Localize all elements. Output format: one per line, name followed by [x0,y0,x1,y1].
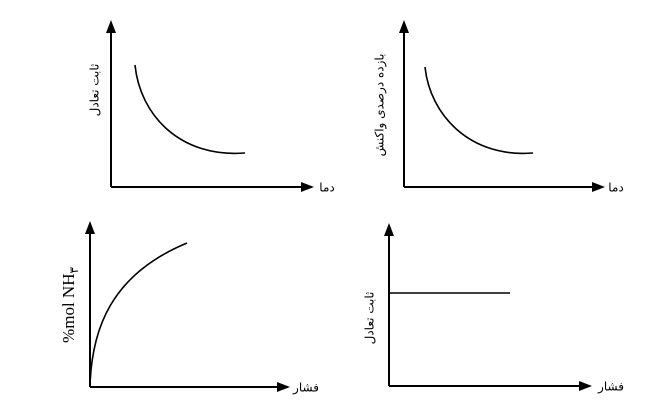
curve [134,64,246,155]
y-axis-label: %mol NH۳ [59,267,81,343]
arrow-head [106,20,116,33]
label-text: %mol NH [59,274,78,343]
panel: فشار ثابت تعادل [363,223,624,395]
x-axis-label: دما [608,181,623,195]
x-axis-label: دما [319,181,334,195]
label-subscript: ۳ [67,267,81,274]
arrow-head [399,20,409,33]
arrow-head [384,223,394,236]
arrow-head [85,221,95,234]
x-axis-label: فشار [597,380,624,395]
arrow-head [579,381,592,391]
panel: دما ثابت تعادل [88,20,335,195]
arrow-head [301,182,314,192]
panel: دما بازده درصدی واکنش [373,20,624,195]
y-axis-label: ثابت تعادل [363,292,377,345]
x-axis-label: فشار [292,381,319,396]
curve [89,242,188,386]
arrow-head [592,182,605,192]
arrow-head [277,382,290,392]
y-axis-label: بازده درصدی واکنش [373,54,388,157]
y-axis-label: ثابت تعادل [88,64,102,117]
curve [424,66,534,155]
panel: فشار %mol NH۳ [59,221,319,396]
